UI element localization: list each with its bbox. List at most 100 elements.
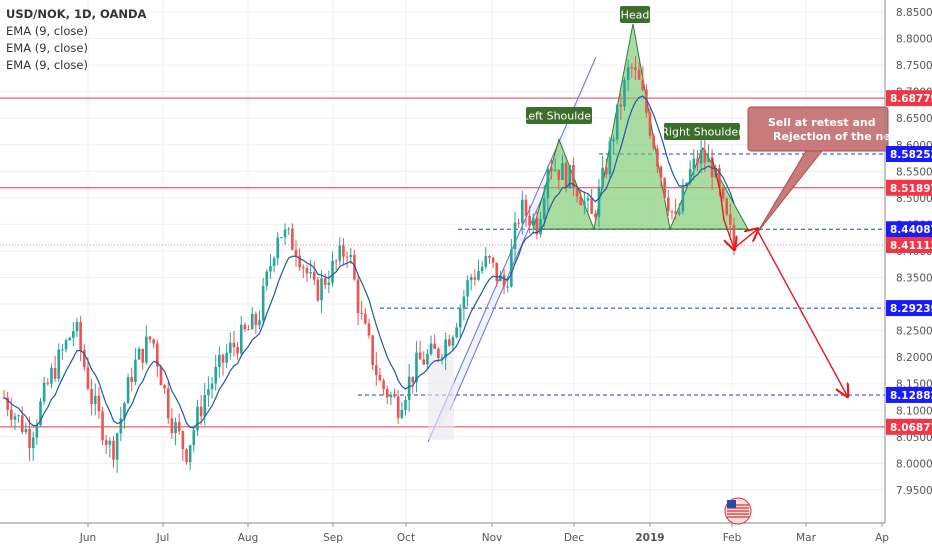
candle-body — [656, 148, 659, 167]
price-level-label: 8.29239 — [890, 303, 932, 315]
candle-body — [637, 70, 641, 80]
candle-body — [28, 428, 31, 449]
candle-body — [86, 367, 90, 389]
candle-body — [134, 359, 137, 383]
candle-body — [163, 385, 166, 389]
candle-body — [360, 312, 363, 314]
candle-body — [495, 262, 499, 281]
candle-body — [692, 158, 696, 170]
x-tick-label: Feb — [723, 532, 742, 544]
candle-body — [510, 249, 513, 287]
candle-body — [261, 285, 265, 321]
candle-body — [327, 282, 331, 285]
candle-body — [196, 406, 199, 431]
candle-body — [130, 377, 134, 383]
candle-body — [156, 343, 159, 367]
x-tick-label: Nov — [482, 532, 503, 544]
candle-body — [254, 313, 258, 326]
candle-body — [101, 411, 104, 441]
candle-body — [466, 280, 469, 297]
candle-body — [42, 382, 46, 402]
candle-body — [342, 245, 345, 257]
candle-body — [426, 354, 429, 365]
callout-text-line: Rejection of the neckline — [773, 130, 927, 143]
candle-body — [46, 382, 50, 384]
candle-body — [97, 395, 101, 412]
price-level-label: 8.06877 — [890, 422, 932, 434]
candle-body — [455, 327, 458, 338]
candle-body — [681, 186, 685, 212]
candle-body — [696, 158, 699, 164]
candle-body — [265, 271, 269, 286]
candle-body — [50, 368, 53, 384]
candle-body — [148, 336, 152, 340]
candle-body — [718, 168, 721, 188]
logo-canton — [727, 500, 736, 508]
left-shoulder-label-bg — [526, 107, 592, 124]
candle-body — [469, 277, 473, 281]
candle-body — [72, 331, 75, 338]
x-tick-label: Mar — [796, 532, 816, 544]
candle-body — [674, 211, 677, 215]
candle-body — [623, 80, 626, 107]
candle-body — [90, 388, 93, 404]
candle-body — [480, 266, 484, 272]
candle-body — [594, 213, 597, 217]
candle-body — [338, 245, 342, 261]
x-tick-label: Jul — [156, 532, 170, 544]
candle-body — [568, 164, 572, 189]
candle-body — [517, 222, 520, 224]
candle-body — [539, 219, 542, 235]
candle-body — [615, 104, 619, 140]
y-tick-label: 8.65000 — [896, 113, 932, 125]
candle-body — [448, 339, 451, 346]
candle-body — [407, 376, 411, 400]
candle-body — [385, 388, 389, 398]
price-level-badge — [886, 179, 932, 196]
candle-body — [221, 354, 225, 363]
y-tick-label: 8.80000 — [896, 34, 932, 46]
indicator-ema-3[interactable]: EMA (9, close) — [6, 58, 88, 72]
candle-body — [531, 217, 535, 226]
highlight-zone — [428, 345, 454, 440]
candle-body — [225, 352, 228, 363]
right-shoulder-label: Right Shoulder — [661, 126, 743, 139]
candle-body — [152, 339, 155, 344]
candle-body — [108, 440, 112, 445]
candle-body — [685, 182, 688, 187]
candle-body — [396, 396, 400, 418]
x-tick-label: Aug — [238, 532, 259, 544]
candle-body — [20, 415, 24, 433]
candle-body — [159, 366, 163, 386]
candle-body — [302, 267, 305, 269]
candle-body — [334, 260, 338, 262]
candle-body — [236, 347, 239, 354]
candle-body — [345, 256, 349, 258]
price-level-badge — [886, 221, 932, 238]
candle-body — [546, 168, 550, 199]
candle-body — [177, 422, 181, 432]
candle-body — [331, 260, 334, 283]
candle-body — [477, 271, 480, 280]
candle-body — [17, 415, 20, 417]
candle-body — [553, 169, 557, 171]
candle-body — [323, 278, 327, 285]
candle-body — [75, 321, 79, 332]
candle-body — [502, 274, 506, 287]
indicator-ema-2[interactable]: EMA (9, close) — [6, 41, 88, 55]
indicator-ema-1[interactable]: EMA (9, close) — [6, 24, 88, 38]
candle-body — [626, 67, 630, 81]
candle-body — [429, 343, 433, 355]
candle-body — [137, 348, 141, 360]
candle-body — [451, 337, 455, 346]
candle-body — [729, 214, 732, 225]
price-level-label: 8.58252 — [890, 149, 932, 161]
candle-body — [634, 67, 637, 71]
candle-body — [572, 164, 575, 189]
candle-body — [291, 228, 294, 250]
candle-body — [444, 339, 447, 358]
y-tick-label: 8.75000 — [896, 60, 932, 72]
candle-body — [506, 286, 509, 288]
